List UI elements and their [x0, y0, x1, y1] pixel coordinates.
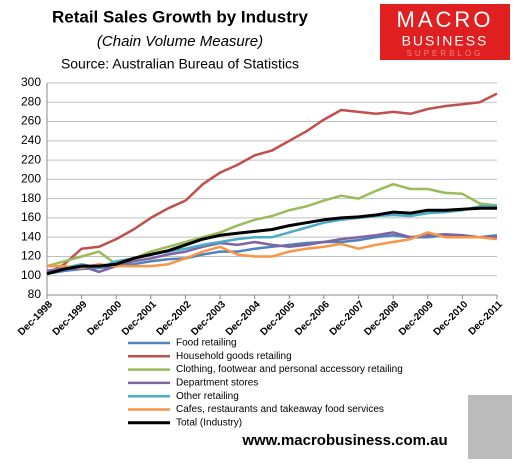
series-line — [46, 206, 497, 276]
legend-label: Household goods retailing — [176, 351, 292, 362]
y-tick-label: 100 — [21, 268, 41, 282]
y-tick-label: 80 — [28, 287, 42, 301]
series-line — [47, 231, 498, 270]
legend-label: Other retailing — [176, 391, 239, 402]
logo-bg — [380, 4, 510, 60]
legend-label: Clothing, footwear and personal accessor… — [176, 364, 403, 375]
wolf-image — [468, 395, 512, 459]
y-tick-label: 240 — [21, 133, 41, 147]
chart-title: Retail Sales Growth by Industry — [52, 7, 309, 26]
y-tick-label: 120 — [21, 249, 41, 263]
y-tick-label: 220 — [21, 152, 41, 166]
y-tick-label: 300 — [21, 75, 41, 89]
logo-text: BUSINESS — [402, 33, 489, 49]
series-line — [46, 205, 497, 275]
footer: www.macrobusiness.com.au — [241, 432, 447, 449]
legend-label: Cafes, restaurants and takeaway food ser… — [176, 404, 384, 415]
y-tick-label: 180 — [21, 191, 41, 205]
chart-subtitle: (Chain Volume Measure) — [97, 33, 263, 50]
y-tick-label: 260 — [21, 114, 41, 128]
logo: MACRO BUSINESS SUPERBLOG — [380, 4, 510, 60]
y-tick-label: 200 — [21, 172, 41, 186]
y-tick-label: 140 — [21, 229, 41, 243]
legend-label: Department stores — [176, 378, 258, 389]
logo-text: SUPERBLOG — [407, 49, 484, 58]
logo-text: MACRO — [397, 7, 494, 32]
legend-label: Food retailing — [176, 338, 237, 349]
legend-label: Total (Industry) — [176, 417, 242, 428]
y-tick-label: 280 — [21, 94, 41, 108]
source: Source: Australian Bureau of Statistics — [61, 56, 299, 72]
y-tick-label: 160 — [21, 210, 41, 224]
series-line — [46, 92, 498, 275]
